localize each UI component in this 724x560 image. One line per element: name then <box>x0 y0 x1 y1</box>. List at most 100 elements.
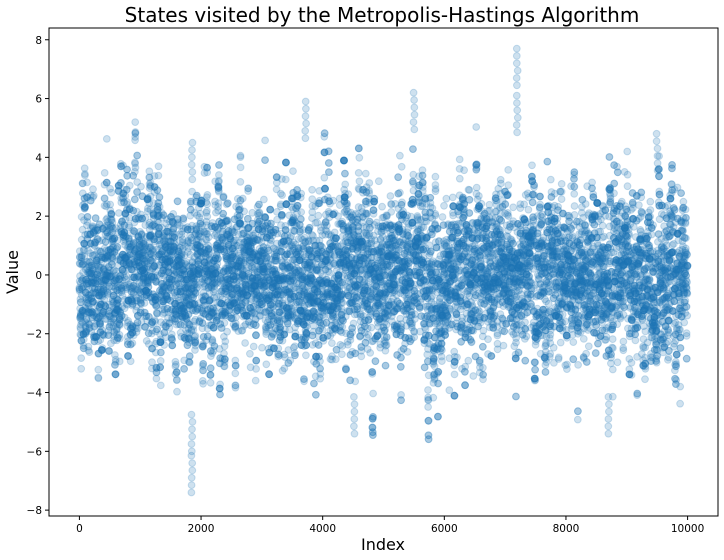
data-point <box>84 279 93 288</box>
data-point <box>80 204 89 213</box>
data-point <box>93 258 101 267</box>
data-point <box>96 300 105 309</box>
data-point <box>95 291 104 300</box>
data-point <box>96 319 104 328</box>
data-point <box>160 341 169 349</box>
data-point <box>88 269 96 278</box>
data-point <box>83 193 91 202</box>
data-point <box>214 254 222 263</box>
data-point <box>94 291 103 300</box>
data-point <box>91 226 100 235</box>
data-point <box>87 309 96 318</box>
data-point <box>88 252 97 260</box>
data-point <box>203 191 212 199</box>
data-point <box>79 201 87 210</box>
data-point <box>123 165 131 174</box>
data-point <box>85 269 94 278</box>
data-point <box>86 308 94 317</box>
data-point <box>87 273 96 282</box>
data-point <box>85 268 93 277</box>
data-point <box>324 147 333 156</box>
data-point <box>131 163 140 172</box>
data-point <box>282 158 291 167</box>
data-point <box>369 389 378 398</box>
data-point <box>89 297 98 306</box>
data-point <box>83 218 92 226</box>
data-point <box>203 168 212 177</box>
data-point <box>128 339 137 348</box>
data-point <box>85 324 94 332</box>
chart-title: States visited by the Metropolis-Hasting… <box>125 3 640 27</box>
data-point <box>90 311 98 320</box>
data-point <box>87 278 96 287</box>
data-point <box>94 265 103 274</box>
data-point <box>137 182 145 191</box>
data-point <box>78 260 87 268</box>
data-point <box>92 333 100 341</box>
data-point <box>323 221 331 230</box>
data-point <box>89 276 98 285</box>
data-point <box>78 318 87 327</box>
data-point <box>85 348 94 357</box>
data-point <box>78 261 86 269</box>
data-point <box>75 247 84 256</box>
data-point <box>172 360 180 369</box>
data-point <box>89 227 98 236</box>
data-point <box>223 199 232 208</box>
data-point <box>87 224 95 233</box>
data-point <box>91 288 100 297</box>
data-point <box>236 178 245 186</box>
data-point <box>76 314 84 322</box>
data-point <box>79 308 88 317</box>
data-point <box>90 270 99 279</box>
data-point <box>75 253 84 262</box>
data-point <box>91 214 100 223</box>
data-point <box>82 275 91 284</box>
data-point <box>94 283 103 292</box>
data-point <box>95 220 104 229</box>
data-point <box>97 291 106 300</box>
data-point <box>86 308 94 317</box>
data-point <box>96 247 105 256</box>
data-point <box>81 322 90 331</box>
data-point <box>91 273 100 282</box>
data-point <box>78 179 87 188</box>
data-point <box>86 230 95 239</box>
data-point <box>77 354 86 363</box>
data-point <box>82 327 91 336</box>
data-point <box>81 231 89 239</box>
data-point <box>75 283 84 292</box>
data-point <box>82 241 91 250</box>
data-point <box>75 259 84 268</box>
data-point <box>81 203 89 212</box>
data-point <box>90 242 99 250</box>
data-point <box>76 309 85 318</box>
data-point <box>96 320 104 328</box>
data-point <box>80 164 89 173</box>
data-point <box>95 291 103 300</box>
data-point <box>223 327 232 336</box>
data-point <box>90 337 99 346</box>
data-point <box>80 194 89 203</box>
data-point <box>77 284 86 293</box>
data-point <box>92 256 101 265</box>
data-point <box>232 313 240 322</box>
data-point <box>78 251 86 260</box>
data-point <box>84 307 93 316</box>
data-point <box>92 289 101 297</box>
data-point <box>88 299 97 307</box>
data-point <box>83 230 92 239</box>
data-point <box>88 223 97 232</box>
data-point <box>94 285 102 294</box>
data-point <box>91 289 100 298</box>
data-point <box>157 348 165 357</box>
data-point <box>75 287 84 295</box>
data-point <box>87 278 96 287</box>
data-point <box>84 299 92 307</box>
data-point <box>90 337 99 346</box>
data-point <box>97 300 105 309</box>
data-point <box>244 184 253 193</box>
data-point <box>87 269 95 278</box>
data-point <box>79 307 88 315</box>
data-point <box>83 299 92 307</box>
